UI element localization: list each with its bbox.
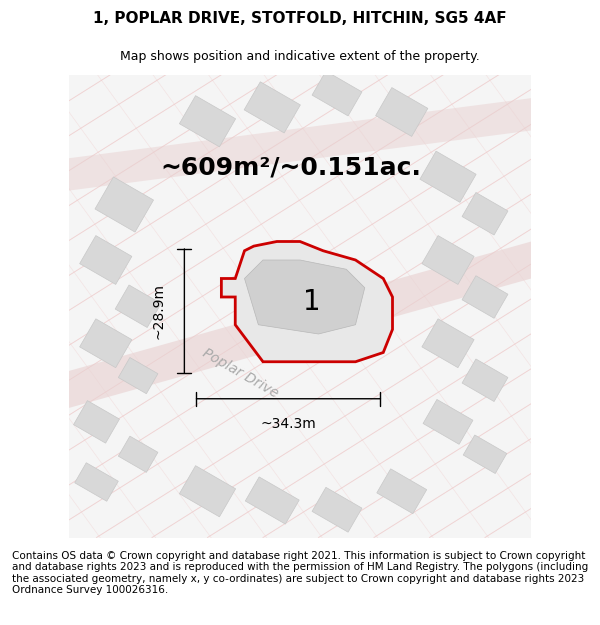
Polygon shape [245,477,299,524]
Polygon shape [74,462,118,501]
Polygon shape [179,96,236,147]
Polygon shape [312,71,362,116]
Polygon shape [462,359,508,401]
Polygon shape [69,241,531,408]
Polygon shape [422,236,474,284]
Polygon shape [69,98,531,191]
Polygon shape [376,88,428,136]
Text: 1: 1 [303,288,320,316]
Polygon shape [377,469,427,514]
Polygon shape [179,466,236,517]
Polygon shape [80,236,132,284]
Polygon shape [462,192,508,235]
Polygon shape [221,241,392,362]
Text: Poplar Drive: Poplar Drive [200,346,280,401]
Polygon shape [423,399,473,444]
Polygon shape [462,276,508,318]
Polygon shape [115,285,161,328]
Polygon shape [312,488,362,532]
Polygon shape [463,435,507,474]
Polygon shape [245,260,365,334]
Text: 1, POPLAR DRIVE, STOTFOLD, HITCHIN, SG5 4AF: 1, POPLAR DRIVE, STOTFOLD, HITCHIN, SG5 … [93,11,507,26]
Polygon shape [80,319,132,368]
Text: ~609m²/~0.151ac.: ~609m²/~0.151ac. [160,156,421,179]
Text: Map shows position and indicative extent of the property.: Map shows position and indicative extent… [120,50,480,62]
Polygon shape [422,319,474,368]
Polygon shape [118,436,158,472]
Polygon shape [95,177,154,232]
Text: ~28.9m: ~28.9m [152,283,166,339]
Polygon shape [244,82,301,133]
Polygon shape [420,151,476,202]
Text: Contains OS data © Crown copyright and database right 2021. This information is : Contains OS data © Crown copyright and d… [12,551,588,596]
Text: ~34.3m: ~34.3m [260,418,316,431]
Polygon shape [118,357,158,394]
Polygon shape [74,401,119,443]
